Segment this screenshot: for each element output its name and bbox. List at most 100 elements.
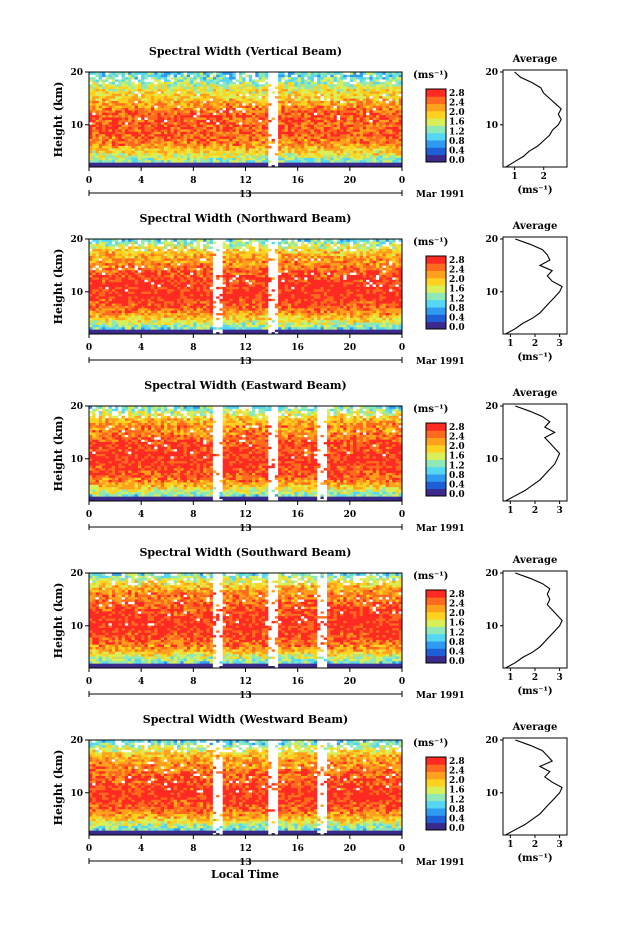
heatmap-cell [154, 89, 158, 92]
heatmap-cell [200, 146, 204, 149]
heatmap-cell [304, 158, 308, 161]
heatmap-cell [379, 86, 383, 89]
heatmap-cell [141, 143, 145, 146]
heatmap-cell [386, 89, 390, 92]
heatmap-cell [265, 131, 269, 134]
heatmap-cell [200, 89, 204, 92]
heatmap-cell [193, 143, 197, 146]
heatmap-cell [311, 158, 315, 161]
heatmap-cell [320, 158, 324, 161]
heatmap-cell [278, 120, 282, 123]
heatmap-cell [363, 141, 367, 144]
heatmap-cell [376, 162, 380, 165]
heatmap-cell [334, 143, 338, 146]
heatmap-cell [275, 160, 279, 163]
heatmap-cell [343, 93, 347, 96]
heatmap-cell [337, 84, 341, 87]
heatmap-cell [288, 162, 292, 165]
heatmap-cell [249, 91, 253, 94]
heatmap-cell [193, 115, 197, 118]
heatmap-cell [203, 162, 207, 165]
heatmap-cell [320, 129, 324, 132]
heatmap-cell [102, 117, 106, 120]
heatmap-cell [206, 93, 210, 96]
heatmap-cell [347, 101, 351, 104]
heatmap-cell [226, 141, 230, 144]
heatmap-cell [314, 115, 318, 118]
heatmap-cell [249, 160, 253, 163]
heatmap-cell [330, 139, 334, 142]
heatmap-cell [151, 103, 155, 106]
heatmap-cell [125, 96, 129, 99]
heatmap-cell [314, 117, 318, 120]
heatmap-cell [232, 91, 236, 94]
heatmap-cell [291, 162, 295, 165]
heatmap-cell [122, 110, 126, 113]
heatmap-cell [125, 139, 129, 142]
heatmap-cell [154, 143, 158, 146]
heatmap-cell [118, 112, 122, 115]
heatmap-cell [304, 139, 308, 142]
heatmap-cell [232, 122, 236, 125]
heatmap-cell [288, 101, 292, 104]
heatmap-cell [317, 101, 321, 104]
heatmap-cell [301, 122, 305, 125]
heatmap-cell [259, 117, 263, 120]
heatmap-cell [340, 127, 344, 130]
heatmap-cell [363, 153, 367, 156]
heatmap-cell [164, 86, 168, 89]
heatmap-cell [138, 127, 142, 130]
heatmap-cell [213, 136, 217, 139]
heatmap-cell [157, 162, 161, 165]
heatmap-cell [109, 131, 113, 134]
heatmap-cell [164, 124, 168, 127]
heatmap-cell [109, 115, 113, 118]
heatmap-cell [239, 93, 243, 96]
heatmap-cell [330, 108, 334, 111]
heatmap-cell [112, 115, 116, 118]
heatmap-cell [154, 82, 158, 85]
heatmap-cell [386, 101, 390, 104]
heatmap-cell [213, 98, 217, 101]
heatmap-cell [128, 82, 132, 85]
heatmap-cell [291, 146, 295, 149]
heatmap-cell [138, 162, 142, 165]
heatmap-cell [232, 115, 236, 118]
heatmap-cell [118, 89, 122, 92]
heatmap-cell [115, 146, 119, 149]
heatmap-cell [161, 124, 165, 127]
heatmap-cell [347, 84, 351, 87]
heatmap-cell [122, 160, 126, 163]
heatmap-cell [102, 153, 106, 156]
heatmap-cell [105, 129, 109, 132]
heatmap-cell [131, 146, 135, 149]
heatmap-cell [382, 96, 386, 99]
heatmap-cell [99, 115, 103, 118]
heatmap-cell [288, 127, 292, 130]
heatmap-cell [154, 93, 158, 96]
heatmap-cell [164, 84, 168, 87]
heatmap-cell [216, 150, 220, 153]
heatmap-cell [232, 84, 236, 87]
heatmap-cell [307, 158, 311, 161]
heatmap-cell [232, 148, 236, 151]
heatmap-cell [298, 158, 302, 161]
heatmap-cell [373, 122, 377, 125]
heatmap-cell [373, 108, 377, 111]
heatmap-cell [141, 93, 145, 96]
heatmap-cell [356, 127, 360, 130]
heatmap-cell [122, 96, 126, 99]
heatmap-cell [144, 141, 148, 144]
heatmap-cell [382, 153, 386, 156]
heatmap-cell [337, 120, 341, 123]
heatmap-cell [301, 98, 305, 101]
heatmap-cell [96, 129, 100, 132]
heatmap-cell [320, 89, 324, 92]
heatmap-cell [360, 146, 364, 149]
heatmap-cell [272, 141, 276, 144]
heatmap-cell [102, 158, 106, 161]
heatmap-cell [281, 155, 285, 158]
heatmap-cell [206, 89, 210, 92]
heatmap-cell [272, 160, 276, 163]
heatmap-cell [268, 160, 272, 163]
